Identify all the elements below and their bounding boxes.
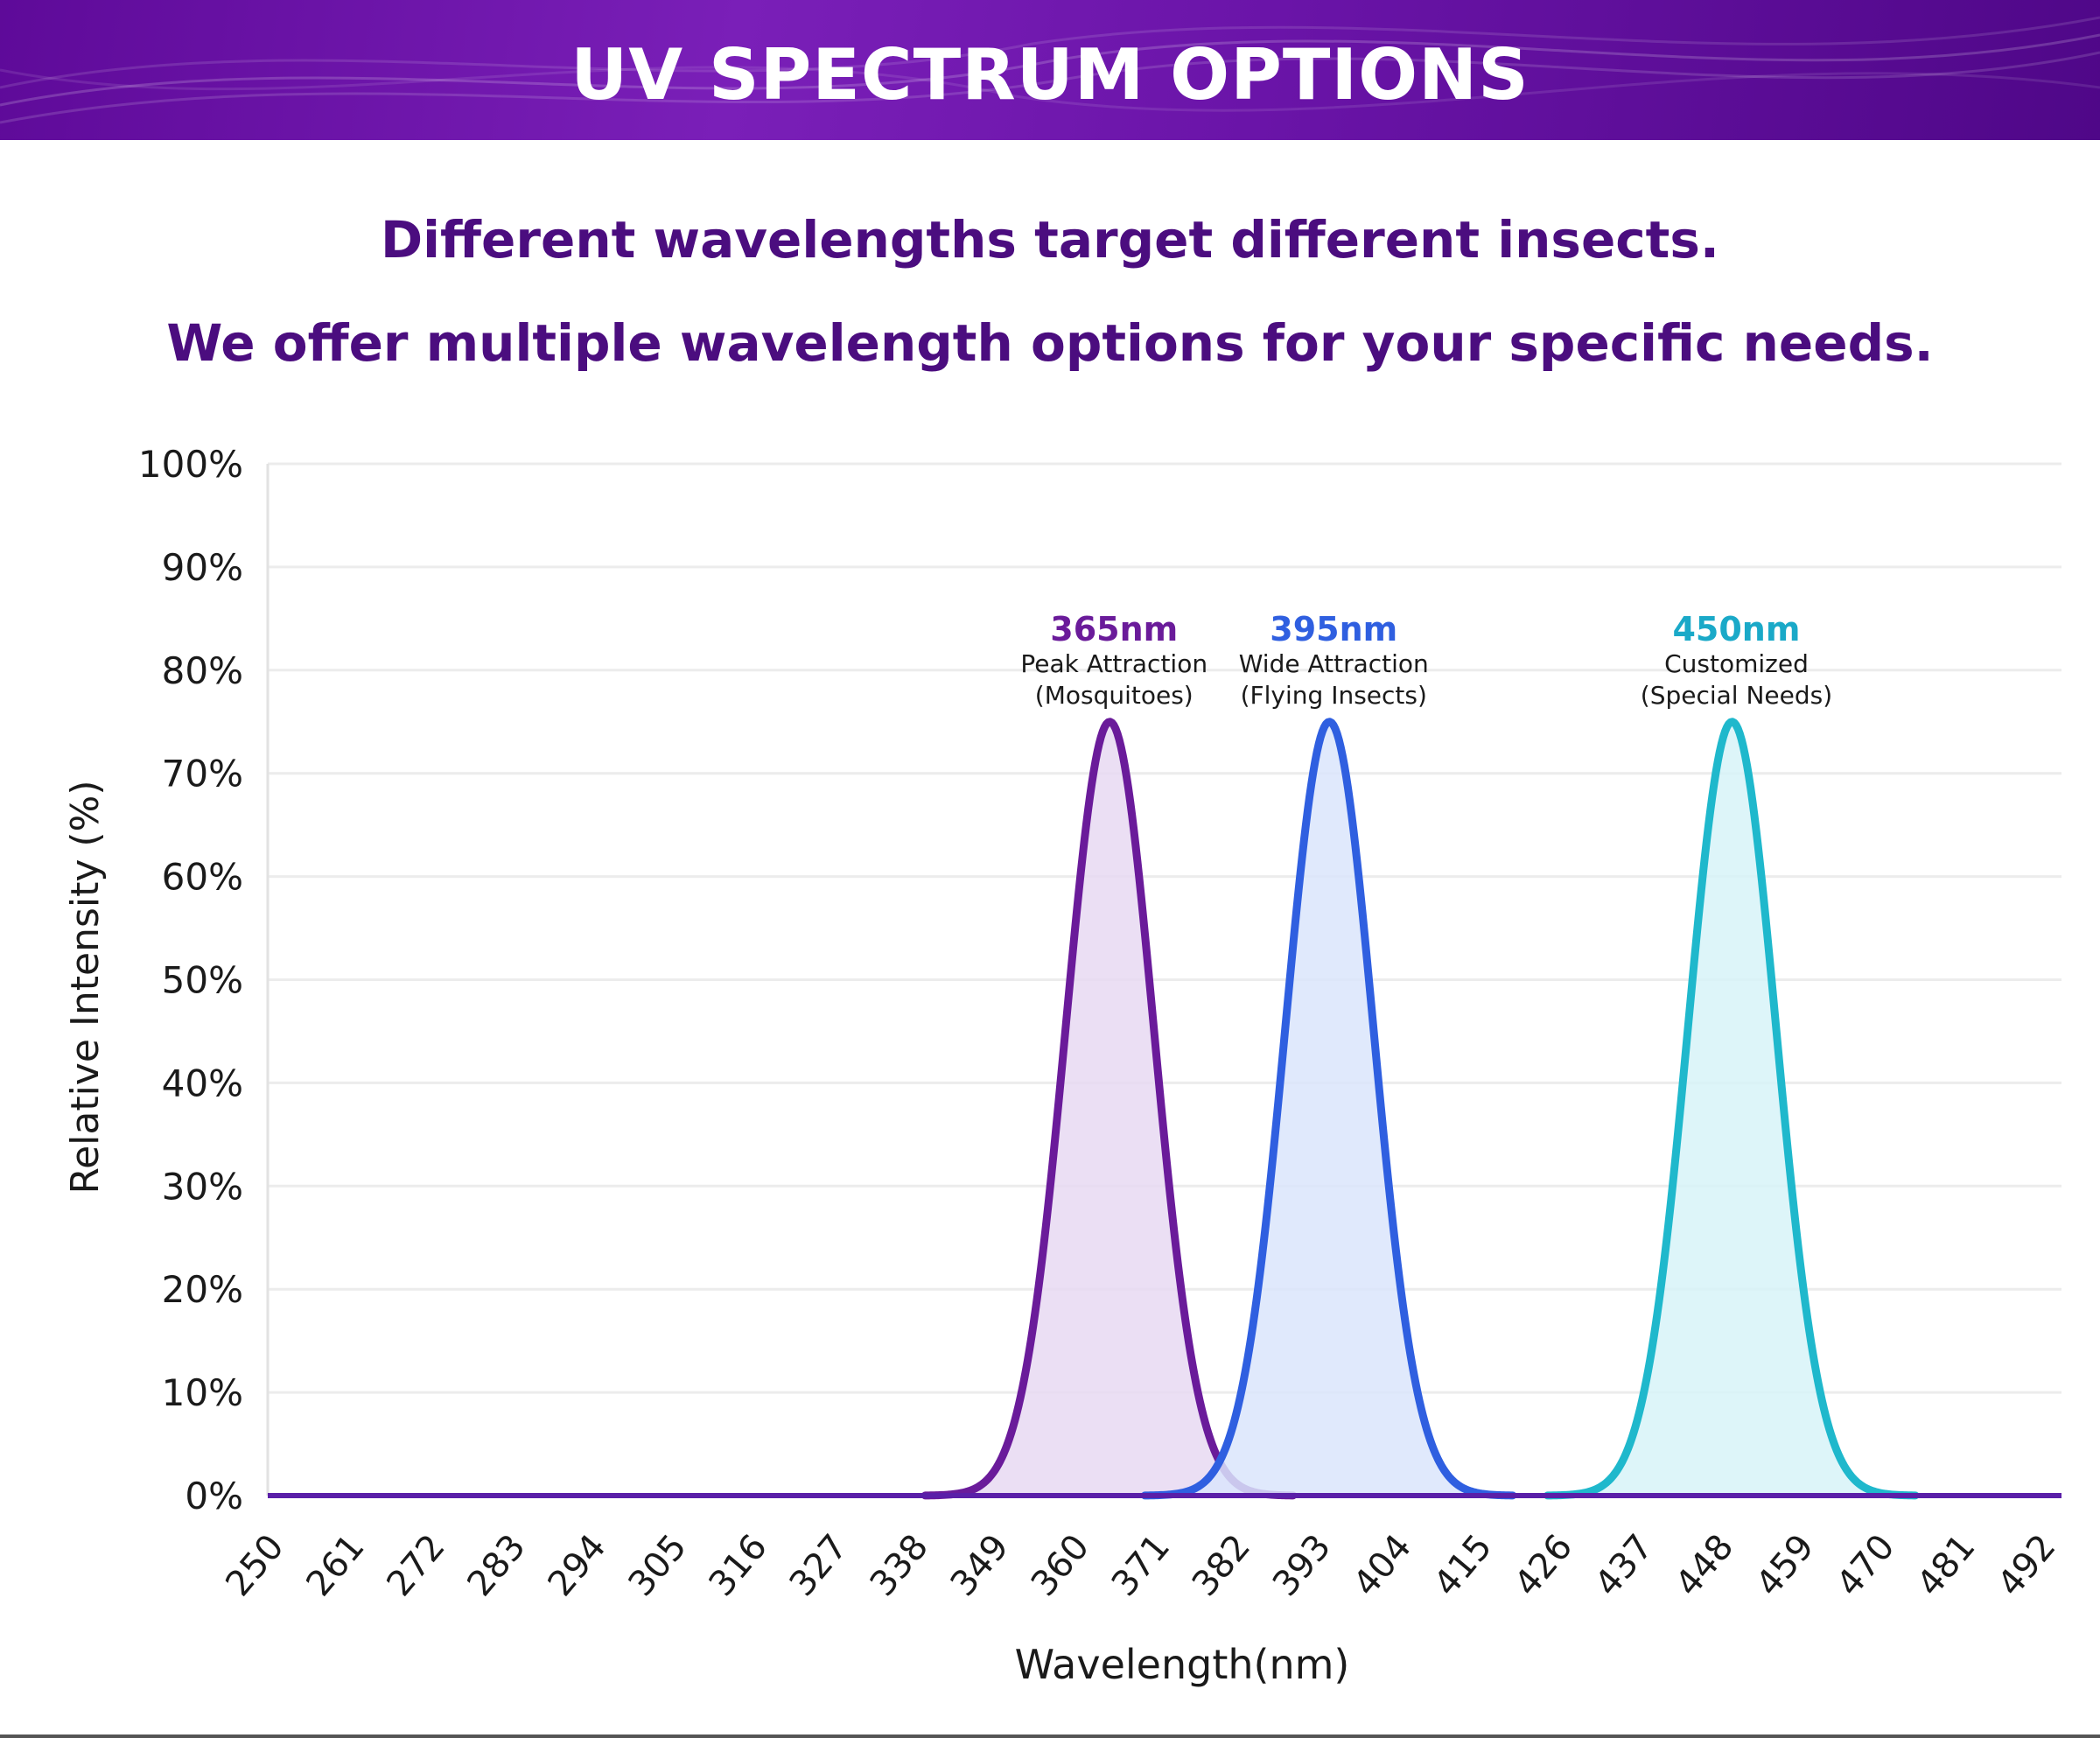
x-tick-label: 426 (1507, 1527, 1580, 1604)
y-tick-label: 90% (162, 546, 243, 589)
subtitle-line-1: Different wavelengths target different i… (381, 210, 1719, 270)
banner-title: UV SPECTRUM OPTIONS (570, 34, 1530, 116)
x-tick-label: 481 (1909, 1527, 1983, 1604)
x-tick-label: 382 (1185, 1527, 1258, 1604)
x-tick-label: 459 (1748, 1527, 1822, 1604)
series-area-365nm (925, 721, 1295, 1496)
x-tick-label: 283 (459, 1527, 533, 1604)
x-tick-label: 316 (702, 1527, 775, 1604)
y-axis-title: Relative Intensity (%) (63, 780, 108, 1194)
x-tick-label: 305 (621, 1527, 695, 1604)
x-tick-label: 371 (1104, 1527, 1178, 1604)
x-tick-label: 349 (943, 1527, 1017, 1604)
y-tick-label: 0% (185, 1475, 243, 1517)
y-tick-label: 80% (162, 649, 243, 692)
series-line-395nm (1140, 718, 1517, 1500)
x-tick-label: 338 (863, 1527, 936, 1604)
y-tick-label: 30% (162, 1165, 243, 1208)
y-tick-label: 20% (162, 1268, 243, 1311)
x-tick-label: 415 (1426, 1527, 1500, 1604)
x-tick-label: 327 (782, 1527, 856, 1604)
x-tick-label: 404 (1346, 1527, 1419, 1604)
peak-subdesc-450nm: (Special Needs) (1641, 681, 1832, 710)
x-tick-label: 250 (218, 1527, 291, 1604)
x-tick-label: 492 (1990, 1527, 2063, 1604)
peak-subdesc-365nm: (Mosquitoes) (1035, 681, 1194, 710)
peak-label-395nm: 395nm (1270, 610, 1397, 648)
x-tick-label: 261 (298, 1527, 372, 1604)
y-tick-label: 40% (162, 1062, 243, 1104)
peak-desc-450nm: Customized (1664, 649, 1809, 678)
series-line-450nm (1544, 718, 1920, 1500)
peak-subdesc-395nm: (Flying Insects) (1241, 681, 1427, 710)
peak-label-450nm: 450nm (1672, 610, 1800, 648)
x-tick-label: 448 (1668, 1527, 1741, 1604)
y-tick-label: 70% (162, 753, 243, 795)
y-tick-label: 60% (162, 856, 243, 899)
x-tick-label: 393 (1265, 1527, 1339, 1604)
peak-desc-365nm: Peak Attraction (1020, 649, 1208, 678)
bottom-divider (0, 1734, 2100, 1738)
y-tick-label: 50% (162, 959, 243, 1002)
peak-label-365nm: 365nm (1050, 610, 1178, 648)
peak-desc-395nm: Wide Attraction (1239, 649, 1429, 678)
x-tick-label: 360 (1024, 1527, 1097, 1604)
x-tick-label: 294 (541, 1527, 614, 1604)
subtitle-line-2: We offer multiple wavelength options for… (166, 313, 1934, 373)
x-tick-label: 437 (1587, 1527, 1661, 1604)
series-area-450nm (1547, 721, 1917, 1496)
title-banner: UV SPECTRUM OPTIONS (0, 0, 2100, 140)
y-tick-label: 100% (138, 443, 243, 486)
x-axis-title: Wavelength(nm) (1015, 1641, 1350, 1688)
banner-wave-decoration (0, 16, 2100, 124)
x-tick-label: 470 (1829, 1527, 1902, 1604)
x-tick-label: 272 (379, 1527, 452, 1604)
series-area-395nm (1144, 721, 1515, 1496)
y-tick-label: 10% (162, 1371, 243, 1414)
